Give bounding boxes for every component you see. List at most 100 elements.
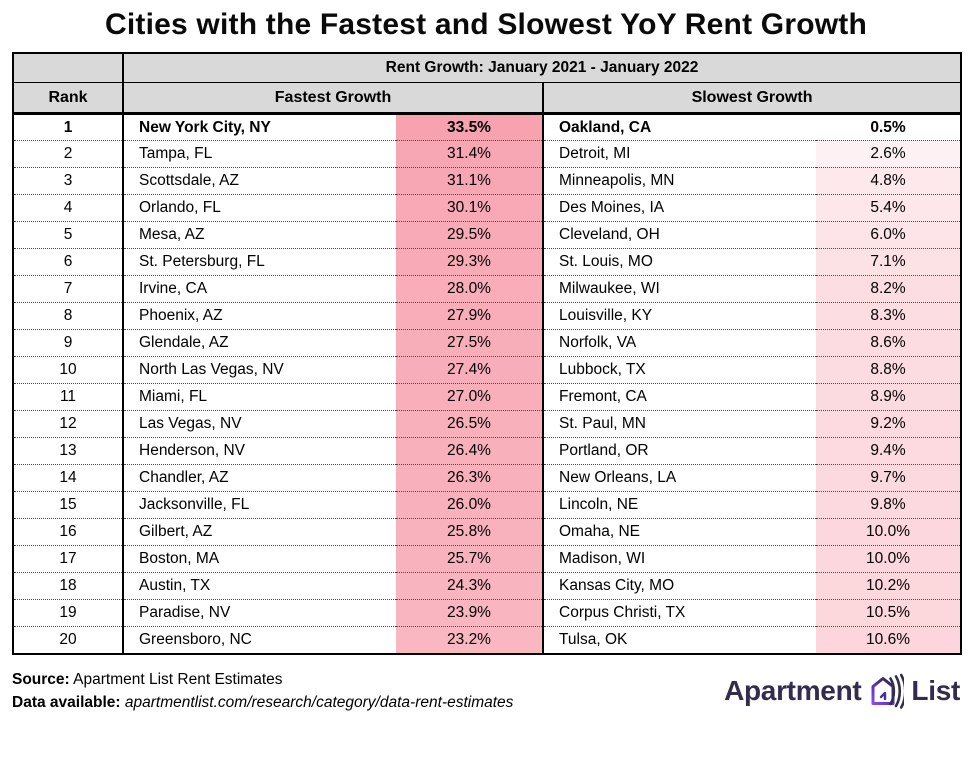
fastest-city-cell: Paradise, NV [123, 599, 396, 627]
slowest-pct-cell: 7.1% [816, 248, 962, 276]
fastest-city-cell: Orlando, FL [123, 194, 396, 222]
table-row: 20 Greensboro, NC 23.2% Tulsa, OK 10.6% [13, 626, 962, 654]
rank-cell: 9 [13, 329, 124, 357]
table-row: 14 Chandler, AZ 26.3% New Orleans, LA 9.7% [13, 464, 962, 492]
source-label: Source: [12, 670, 70, 688]
rank-cell: 19 [13, 599, 124, 627]
fastest-city-cell: Miami, FL [123, 383, 396, 411]
slowest-city-cell: Corpus Christi, TX [543, 599, 816, 627]
column-header-row: Rank Fastest Growth Slowest Growth [13, 82, 962, 115]
source-value: Apartment List Rent Estimates [73, 670, 283, 688]
house-list-icon [871, 673, 905, 709]
fastest-city-cell: Boston, MA [123, 545, 396, 573]
fastest-city-cell: Irvine, CA [123, 275, 396, 303]
slowest-city-cell: Lincoln, NE [543, 491, 816, 519]
table-row: 5 Mesa, AZ 29.5% Cleveland, OH 6.0% [13, 221, 962, 249]
slowest-city-cell: Omaha, NE [543, 518, 816, 546]
table-body: 1 New York City, NY 33.5% Oakland, CA 0.5% 2 T… [13, 113, 962, 654]
fastest-city-cell: Gilbert, AZ [123, 518, 396, 546]
fastest-pct-cell: 24.3% [396, 572, 544, 600]
fastest-city-cell: North Las Vegas, NV [123, 356, 396, 384]
data-available-url: apartmentlist.com/research/category/data… [124, 693, 514, 711]
fastest-city-cell: Tampa, FL [123, 140, 396, 168]
table-row: 18 Austin, TX 24.3% Kansas City, MO 10.2% [13, 572, 962, 600]
slowest-pct-cell: 9.8% [816, 491, 962, 519]
rank-cell: 15 [13, 491, 124, 519]
fastest-pct-cell: 23.9% [396, 599, 544, 627]
rank-cell: 4 [13, 194, 124, 222]
rank-cell: 8 [13, 302, 124, 330]
fastest-pct-cell: 27.5% [396, 329, 544, 357]
slowest-pct-cell: 9.4% [816, 437, 962, 465]
slowest-city-cell: Des Moines, IA [543, 194, 816, 222]
apartment-list-logo: Apartment List [724, 672, 960, 710]
data-available-label: Data available: [12, 693, 121, 711]
slowest-city-cell: St. Louis, MO [543, 248, 816, 276]
rank-cell: 1 [13, 113, 124, 141]
fastest-city-cell: Greensboro, NC [123, 626, 396, 654]
fastest-pct-cell: 27.4% [396, 356, 544, 384]
col-header-fastest: Fastest Growth [123, 82, 544, 115]
slowest-pct-cell: 8.6% [816, 329, 962, 357]
slowest-city-cell: Milwaukee, WI [543, 275, 816, 303]
fastest-pct-cell: 28.0% [396, 275, 544, 303]
table-row: 13 Henderson, NV 26.4% Portland, OR 9.4% [13, 437, 962, 465]
fastest-city-cell: Scottsdale, AZ [123, 167, 396, 195]
slowest-city-cell: Lubbock, TX [543, 356, 816, 384]
rank-cell: 12 [13, 410, 124, 438]
slowest-city-cell: Madison, WI [543, 545, 816, 573]
rank-cell: 14 [13, 464, 124, 492]
fastest-city-cell: Mesa, AZ [123, 221, 396, 249]
slowest-city-cell: Tulsa, OK [543, 626, 816, 654]
fastest-pct-cell: 33.5% [396, 113, 544, 141]
slowest-pct-cell: 6.0% [816, 221, 962, 249]
rank-cell: 10 [13, 356, 124, 384]
table-row: 10 North Las Vegas, NV 27.4% Lubbock, TX 8.8… [13, 356, 962, 384]
fastest-pct-cell: 29.5% [396, 221, 544, 249]
slowest-pct-cell: 0.5% [816, 113, 962, 141]
slowest-pct-cell: 10.6% [816, 626, 962, 654]
rank-cell: 7 [13, 275, 124, 303]
slowest-pct-cell: 10.0% [816, 545, 962, 573]
fastest-city-cell: Henderson, NV [123, 437, 396, 465]
table-row: 12 Las Vegas, NV 26.5% St. Paul, MN 9.2% [13, 410, 962, 438]
fastest-city-cell: New York City, NY [123, 113, 396, 141]
fastest-city-cell: Phoenix, AZ [123, 302, 396, 330]
footer-text: Source: Apartment List Rent Estimates Da… [12, 668, 513, 715]
rank-cell: 6 [13, 248, 124, 276]
fastest-city-cell: Jacksonville, FL [123, 491, 396, 519]
table-row: 16 Gilbert, AZ 25.8% Omaha, NE 10.0% [13, 518, 962, 546]
fastest-city-cell: Austin, TX [123, 572, 396, 600]
slowest-pct-cell: 2.6% [816, 140, 962, 168]
fastest-pct-cell: 25.8% [396, 518, 544, 546]
fastest-pct-cell: 27.0% [396, 383, 544, 411]
table-row: 17 Boston, MA 25.7% Madison, WI 10.0% [13, 545, 962, 573]
fastest-city-cell: Las Vegas, NV [123, 410, 396, 438]
table-row: 3 Scottsdale, AZ 31.1% Minneapolis, MN 4.8% [13, 167, 962, 195]
table-row: 7 Irvine, CA 28.0% Milwaukee, WI 8.2% [13, 275, 962, 303]
rank-cell: 2 [13, 140, 124, 168]
slowest-pct-cell: 10.0% [816, 518, 962, 546]
slowest-pct-cell: 5.4% [816, 194, 962, 222]
col-header-rank: Rank [13, 82, 124, 115]
table-row: 15 Jacksonville, FL 26.0% Lincoln, NE 9.8% [13, 491, 962, 519]
slowest-pct-cell: 8.3% [816, 302, 962, 330]
slowest-pct-cell: 10.5% [816, 599, 962, 627]
table-header: Rent Growth: January 2021 - January 2022… [13, 52, 962, 115]
slowest-pct-cell: 8.2% [816, 275, 962, 303]
slowest-pct-cell: 9.2% [816, 410, 962, 438]
slowest-city-cell: Fremont, CA [543, 383, 816, 411]
fastest-pct-cell: 26.3% [396, 464, 544, 492]
slowest-city-cell: New Orleans, LA [543, 464, 816, 492]
rank-cell: 16 [13, 518, 124, 546]
slowest-pct-cell: 8.9% [816, 383, 962, 411]
fastest-pct-cell: 25.7% [396, 545, 544, 573]
slowest-city-cell: Minneapolis, MN [543, 167, 816, 195]
rank-cell: 11 [13, 383, 124, 411]
fastest-city-cell: St. Petersburg, FL [123, 248, 396, 276]
slowest-city-cell: Louisville, KY [543, 302, 816, 330]
table-row: 1 New York City, NY 33.5% Oakland, CA 0.5% [13, 113, 962, 141]
fastest-city-cell: Glendale, AZ [123, 329, 396, 357]
slowest-pct-cell: 10.2% [816, 572, 962, 600]
